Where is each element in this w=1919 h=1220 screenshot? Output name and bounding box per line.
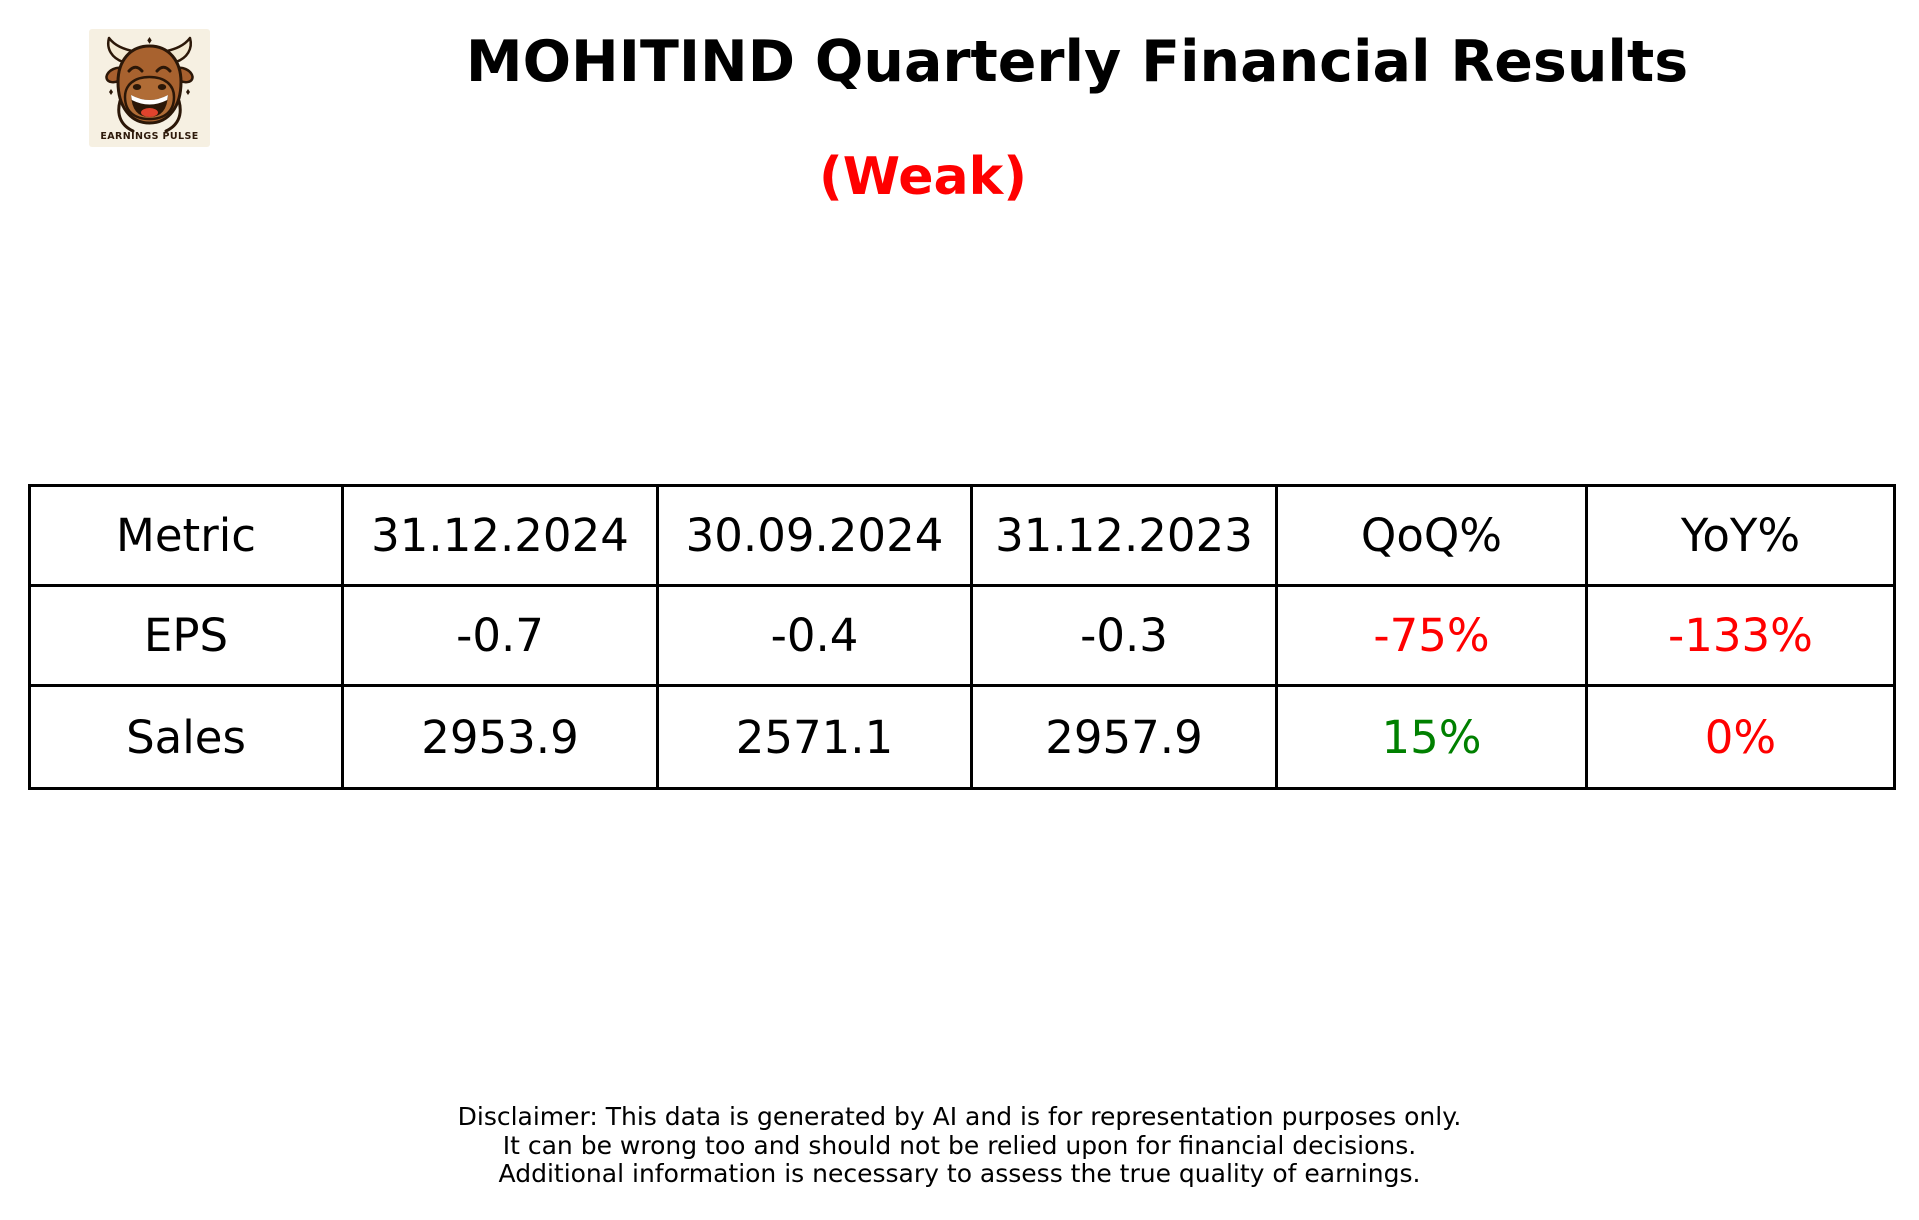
table-row-sales: Sales 2953.9 2571.1 2957.9 15% 0% [28, 684, 1896, 790]
table-cell: -0.7 [341, 584, 659, 687]
disclaimer-line-1: Disclaimer: This data is generated by AI… [457, 1102, 1462, 1131]
column-header-qoq: QoQ% [1275, 484, 1588, 587]
column-header-q-current: 31.12.2024 [341, 484, 659, 587]
disclaimer-text: Disclaimer: This data is generated by AI… [0, 1102, 1919, 1189]
financial-results-table: Metric 31.12.2024 30.09.2024 31.12.2023 … [28, 484, 1896, 790]
column-header-q-yearago: 31.12.2023 [970, 484, 1278, 587]
column-header-q-previous: 30.09.2024 [656, 484, 973, 587]
disclaimer-line-2: It can be wrong too and should not be re… [502, 1130, 1417, 1160]
disclaimer-line-3: Additional information is necessary to a… [498, 1159, 1421, 1188]
table-header-row: Metric 31.12.2024 30.09.2024 31.12.2023 … [28, 484, 1896, 587]
table-cell: Sales [28, 684, 344, 790]
laughing-bull-icon [105, 36, 194, 133]
table-cell-qoq: -75% [1275, 584, 1588, 687]
table-cell: 2571.1 [656, 684, 973, 790]
table-cell: EPS [28, 584, 344, 687]
table-cell-yoy: -133% [1585, 584, 1896, 687]
brand-name: EARNINGS PULSE [100, 131, 199, 142]
table-cell-qoq: 15% [1275, 684, 1588, 790]
column-header-metric: Metric [28, 484, 344, 587]
earnings-pulse-logo: EARNINGS PULSE [89, 29, 210, 147]
table-cell-yoy: 0% [1585, 684, 1896, 790]
page-title: MOHITIND Quarterly Financial Results [465, 29, 1689, 95]
table-cell: 2957.9 [970, 684, 1278, 790]
table-cell: -0.3 [970, 584, 1278, 687]
column-header-yoy: YoY% [1585, 484, 1896, 587]
table-cell: -0.4 [656, 584, 973, 687]
table-row-eps: EPS -0.7 -0.4 -0.3 -75% -133% [28, 584, 1896, 687]
verdict-subtitle: (Weak) [819, 147, 1027, 207]
table-cell: 2953.9 [341, 684, 659, 790]
